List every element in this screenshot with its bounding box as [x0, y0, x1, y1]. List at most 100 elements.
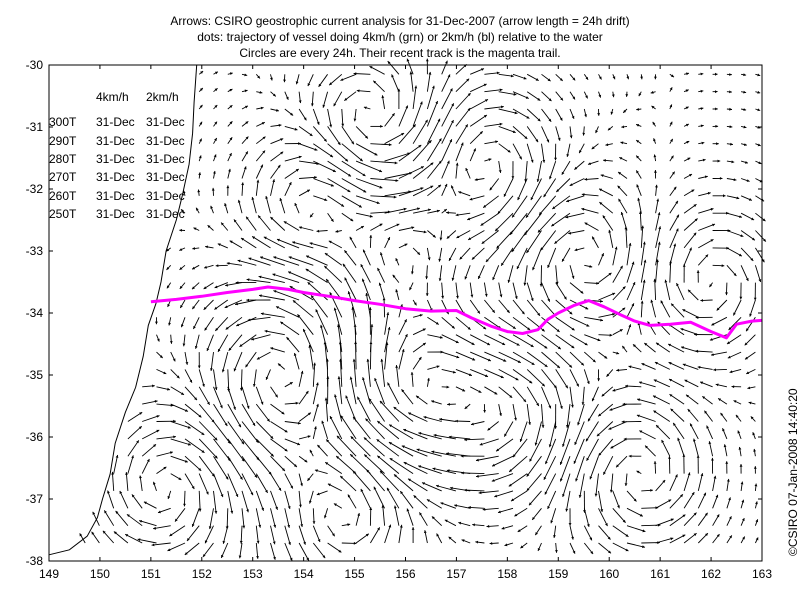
current-arrow-head: [432, 234, 436, 238]
current-arrow-head: [642, 279, 646, 283]
current-arrow-head: [206, 491, 209, 495]
current-arrow-head: [642, 529, 646, 533]
current-arrow-head: [179, 267, 183, 270]
current-arrow-head: [480, 222, 484, 226]
current-arrow-head: [616, 368, 620, 372]
current-arrow: [298, 126, 313, 137]
current-arrow: [184, 438, 205, 454]
current-arrow-head: [737, 430, 741, 434]
current-arrow-head: [694, 333, 697, 336]
current-arrow: [655, 226, 661, 248]
current-arrow: [370, 195, 397, 198]
current-arrow: [270, 421, 288, 433]
current-arrow-head: [568, 523, 572, 526]
current-arrow: [610, 438, 628, 449]
current-arrow: [625, 226, 628, 248]
current-arrow: [398, 124, 417, 144]
current-arrow-head: [535, 78, 539, 81]
current-arrow: [240, 369, 243, 391]
current-arrow: [370, 143, 392, 146]
legend-date-2kmh: 31-Dec: [146, 115, 185, 129]
current-arrow-head: [689, 174, 692, 177]
current-arrow-head: [260, 401, 264, 405]
current-arrow-head: [580, 290, 584, 294]
current-arrow-head: [680, 328, 684, 331]
current-arrow-head: [226, 185, 230, 189]
current-arrow: [384, 208, 407, 214]
current-arrow-head: [562, 444, 565, 447]
current-arrow-head: [483, 326, 487, 330]
current-arrow-head: [753, 448, 756, 452]
current-arrow-head: [345, 158, 348, 162]
current-arrow: [726, 212, 743, 218]
current-arrow-head: [416, 448, 420, 452]
current-arrow: [388, 424, 414, 440]
current-arrow-head: [387, 487, 390, 491]
current-arrow: [141, 458, 150, 474]
current-arrow-head: [541, 383, 545, 387]
current-arrow: [235, 299, 257, 305]
current-arrow: [669, 534, 686, 544]
current-arrow-head: [695, 349, 698, 353]
current-arrow-head: [152, 384, 155, 388]
current-arrow: [512, 438, 528, 458]
current-arrow-head: [492, 463, 496, 467]
current-arrow-head: [743, 90, 747, 94]
current-arrow: [270, 490, 278, 510]
current-arrow-head: [612, 313, 616, 316]
current-arrow-head: [312, 521, 316, 524]
current-arrow-head: [546, 139, 550, 143]
current-arrow-head: [560, 406, 563, 409]
current-arrow-head: [316, 229, 320, 233]
current-arrow-head: [180, 305, 183, 308]
current-arrow-head: [492, 277, 495, 281]
current-arrow-head: [530, 159, 534, 163]
current-arrow-head: [315, 382, 319, 386]
current-arrow-head: [704, 175, 708, 179]
current-arrow-head: [360, 264, 364, 268]
current-arrow: [455, 78, 470, 93]
current-arrow-head: [529, 502, 532, 506]
current-arrow-head: [513, 92, 517, 96]
current-arrow: [321, 420, 329, 440]
current-arrow-head: [369, 341, 373, 345]
current-arrow: [500, 247, 514, 266]
current-arrow-head: [670, 155, 674, 159]
current-arrow-head: [363, 189, 367, 193]
current-arrow: [228, 334, 243, 351]
current-arrow-head: [244, 105, 248, 109]
current-arrow-head: [290, 485, 293, 489]
current-arrow-head: [471, 256, 475, 260]
current-arrow-head: [669, 87, 673, 91]
current-arrow-head: [557, 346, 561, 350]
current-arrow: [512, 108, 530, 119]
current-arrow-head: [294, 203, 298, 206]
current-arrow-head: [746, 328, 749, 332]
current-arrow-head: [365, 533, 369, 537]
current-arrow: [697, 492, 707, 509]
current-arrow-head: [408, 478, 411, 482]
current-arrow-head: [763, 238, 766, 242]
current-arrow-head: [298, 100, 302, 104]
current-arrow-head: [261, 122, 265, 125]
current-arrow: [461, 472, 485, 475]
current-arrow-head: [741, 499, 745, 503]
current-arrow-head: [369, 235, 373, 238]
current-arrow-head: [535, 139, 539, 143]
current-arrow-head: [352, 358, 356, 362]
current-arrow: [214, 316, 229, 332]
current-arrow: [384, 223, 400, 231]
current-arrow: [555, 316, 575, 331]
current-arrow-head: [353, 324, 357, 327]
current-arrow-head: [494, 391, 498, 395]
current-arrow: [565, 212, 585, 219]
current-arrow-head: [599, 202, 603, 205]
current-arrow-head: [139, 475, 142, 479]
current-arrow: [498, 369, 519, 381]
current-arrow: [664, 279, 671, 301]
current-arrow-head: [351, 141, 354, 145]
current-arrow: [384, 132, 405, 145]
current-arrow: [595, 473, 599, 497]
current-arrow: [598, 313, 616, 318]
current-arrow-head: [388, 442, 392, 445]
